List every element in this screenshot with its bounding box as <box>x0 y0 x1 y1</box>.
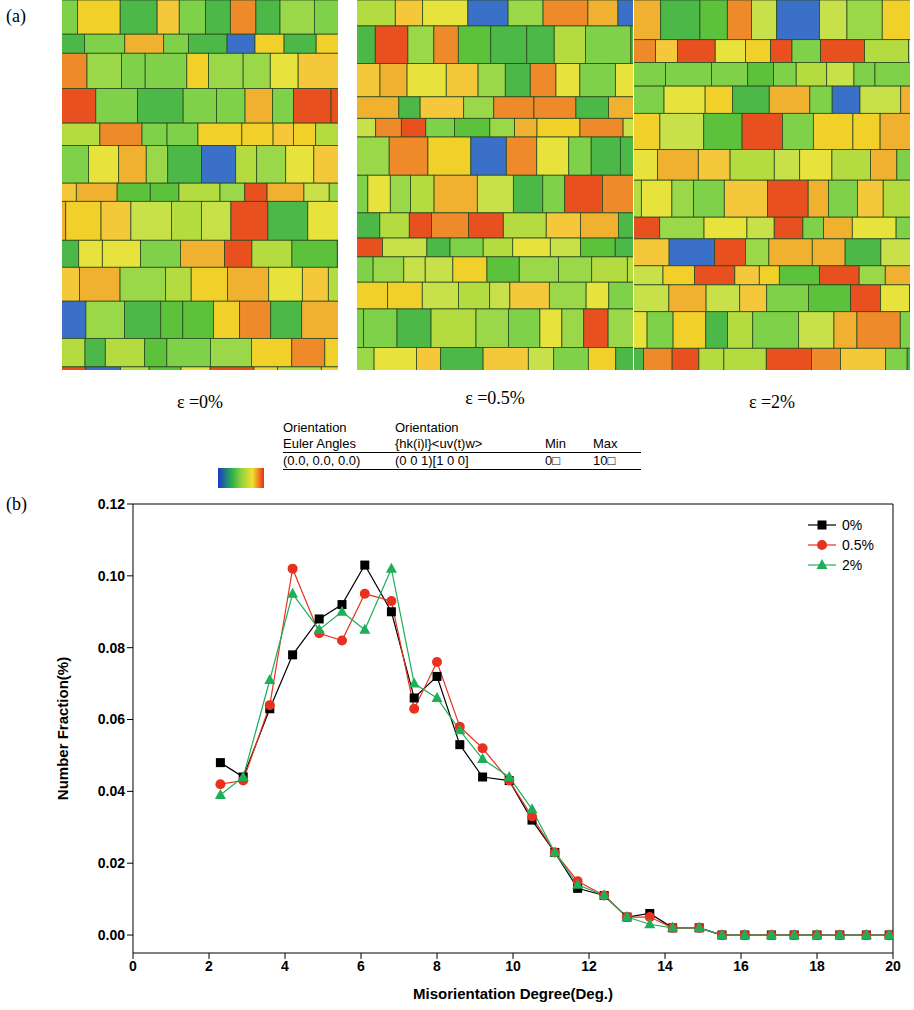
svg-text:0.10: 0.10 <box>98 568 125 584</box>
html-text:ε =0.5%: ε =0.5% <box>465 388 525 408</box>
svg-text:20: 20 <box>885 958 901 974</box>
html-text:2%: 2% <box>842 557 863 573</box>
svg-text:Misorientation Degree(Deg.): Misorientation Degree(Deg.) <box>413 985 613 1002</box>
html-text:(0.0, 0.0, 0.0): (0.0, 0.0, 0.0) <box>283 453 361 468</box>
svg-text:6: 6 <box>357 958 365 974</box>
html-text:ε =0%: ε =0% <box>176 392 224 412</box>
html-text:Orientation: Orientation <box>283 420 347 435</box>
html-text:Max: Max <box>593 436 618 451</box>
svg-text:8: 8 <box>433 958 441 974</box>
svg-text:14: 14 <box>657 958 673 974</box>
html-text:{hk(i)l}<uv(t)w>: {hk(i)l}<uv(t)w> <box>395 436 483 451</box>
svg-text:16: 16 <box>733 958 749 974</box>
svg-text:0.08: 0.08 <box>98 640 125 656</box>
html-text:ε =2%: ε =2% <box>748 392 796 412</box>
html-text:(b): (b) <box>6 494 27 514</box>
svg-text:0.02: 0.02 <box>98 855 125 871</box>
html-text:Euler Angles: Euler Angles <box>283 436 356 451</box>
svg-text:4: 4 <box>281 958 289 974</box>
svg-text:0.12: 0.12 <box>98 496 125 512</box>
html-text:0%: 0% <box>842 517 863 533</box>
svg-text:Number Fraction(%): Number Fraction(%) <box>54 657 71 800</box>
svg-text:0.04: 0.04 <box>98 783 125 799</box>
html-text:Orientation: Orientation <box>395 420 459 435</box>
svg-text:2: 2 <box>205 958 213 974</box>
html-text:0□: 0□ <box>545 453 561 468</box>
svg-text:0.06: 0.06 <box>98 711 125 727</box>
svg-text:10: 10 <box>505 958 521 974</box>
html-text:(0 0 1)[1 0 0]: (0 0 1)[1 0 0] <box>395 453 469 468</box>
svg-text:0: 0 <box>129 958 137 974</box>
html-text:Min: Min <box>545 436 566 451</box>
html-text:(a): (a) <box>6 6 26 26</box>
svg-text:12: 12 <box>581 958 597 974</box>
svg-text:18: 18 <box>809 958 825 974</box>
html-text:0.5%: 0.5% <box>842 537 874 553</box>
svg-text:0.00: 0.00 <box>98 927 125 943</box>
html-text:10□: 10□ <box>593 453 616 468</box>
